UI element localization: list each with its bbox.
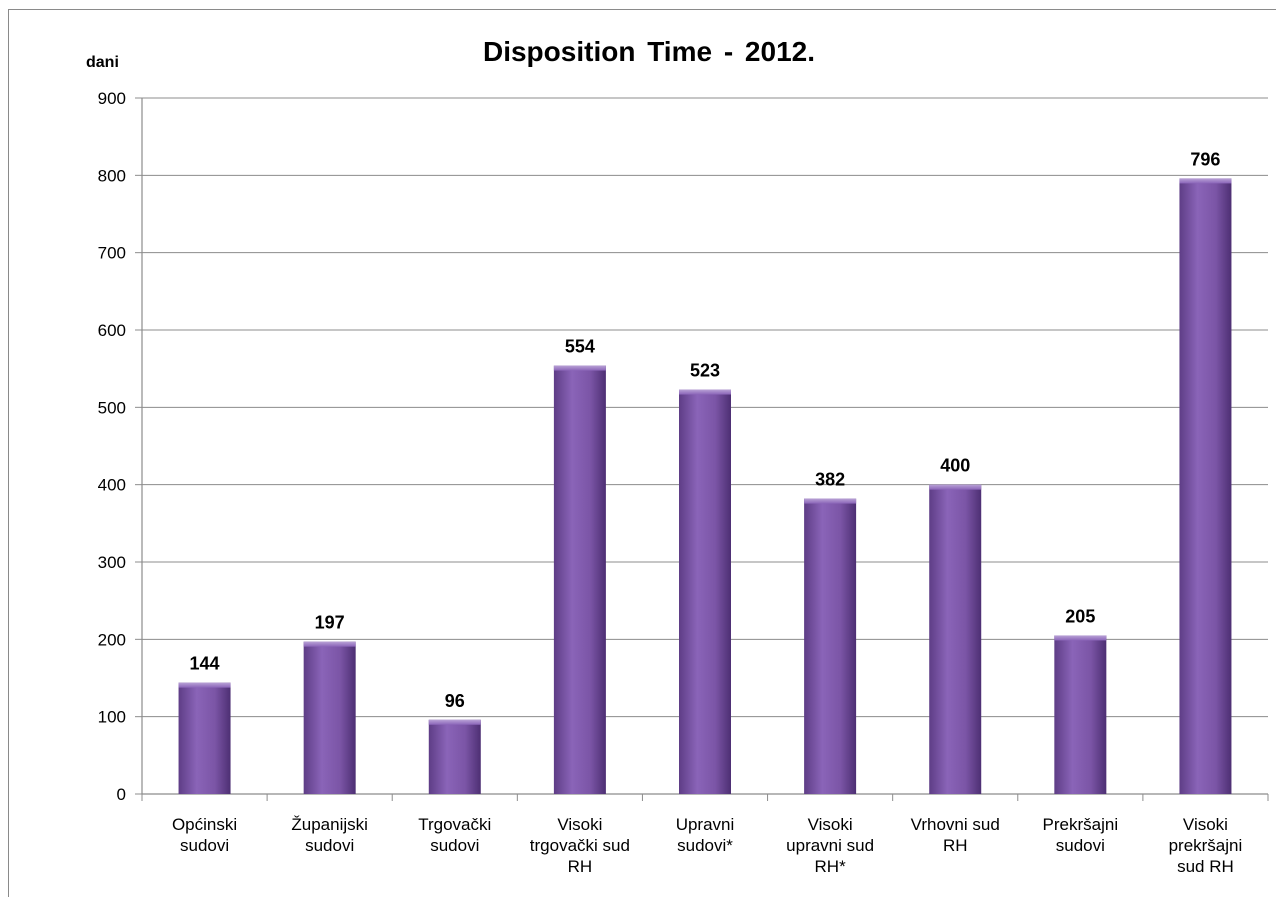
- chart-frame: [8, 9, 1276, 897]
- y-tick-label: 800: [98, 166, 126, 185]
- y-tick-label: 500: [98, 398, 126, 417]
- data-label: 144: [190, 654, 220, 674]
- y-tick-label: 900: [98, 89, 126, 108]
- data-label: 523: [690, 361, 720, 381]
- y-axis-unit-label: dani: [86, 54, 119, 71]
- bar: [929, 484, 982, 794]
- bar-cap: [1179, 178, 1232, 184]
- bar-cap: [804, 498, 857, 504]
- bar: [679, 389, 731, 794]
- data-label: 197: [315, 613, 345, 633]
- bar: [804, 498, 857, 794]
- x-category-label: Općinski sudovi: [172, 815, 237, 855]
- x-category-label: Visoki prekršajni sud RH: [1169, 815, 1243, 876]
- x-category-label: Visoki trgovački sud RH: [530, 815, 630, 876]
- y-tick-label: 400: [98, 476, 126, 495]
- y-tick-label: 700: [98, 244, 126, 263]
- bar-cap: [553, 365, 606, 371]
- x-category-label: Upravni sudovi*: [676, 815, 735, 855]
- bar: [1179, 178, 1232, 795]
- bar-cap: [178, 682, 231, 688]
- chart-title: Disposition Time - 2012.: [482, 36, 816, 67]
- y-tick-label: 200: [98, 630, 126, 649]
- x-category-label: Visoki upravni sud RH*: [786, 815, 874, 876]
- bar: [428, 719, 481, 794]
- data-label: 96: [445, 691, 465, 711]
- x-category-label: Vrhovni sud RH: [911, 815, 1000, 855]
- bar-cap: [303, 641, 356, 647]
- bar: [303, 641, 356, 794]
- x-category-label: Trgovački sudovi: [418, 815, 491, 855]
- bar-cap: [428, 719, 481, 725]
- bar: [178, 682, 231, 794]
- x-category-label: Županijski sudovi: [291, 815, 368, 855]
- bar-cap: [679, 389, 731, 395]
- data-label: 400: [940, 456, 970, 476]
- y-tick-label: 300: [98, 553, 126, 572]
- y-tick-label: 0: [117, 785, 126, 804]
- y-tick-label: 600: [98, 321, 126, 340]
- data-label: 796: [1190, 149, 1220, 169]
- data-label: 205: [1065, 606, 1095, 626]
- bar-cap: [1054, 635, 1107, 641]
- y-tick-label: 100: [98, 708, 126, 727]
- bar: [1054, 635, 1107, 794]
- data-label: 554: [565, 337, 595, 357]
- x-category-label: Prekršajni sudovi: [1043, 815, 1119, 855]
- data-label: 382: [815, 470, 845, 490]
- bar-cap: [929, 484, 982, 490]
- bar: [553, 365, 606, 794]
